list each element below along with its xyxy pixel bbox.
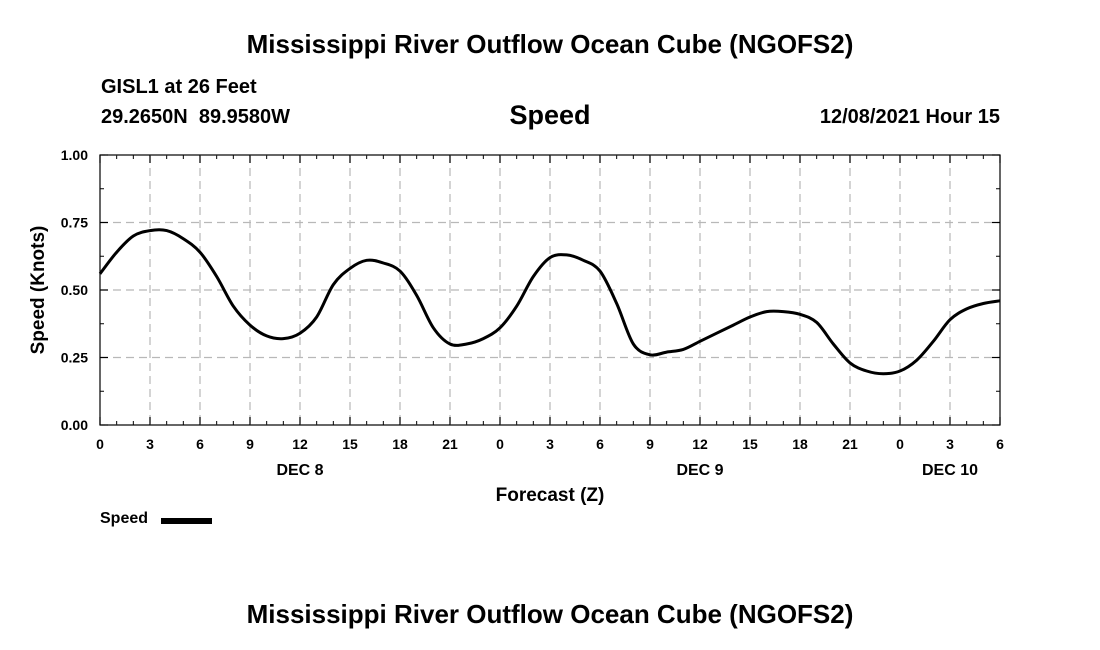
x-tick-label: 6	[196, 436, 204, 452]
x-tick-label: 9	[246, 436, 254, 452]
timestamp-label: 12/08/2021 Hour 15	[819, 106, 1000, 128]
y-tick-label: 0.50	[61, 282, 88, 298]
x-tick-label: 18	[792, 436, 808, 452]
x-tick-label: 0	[496, 436, 504, 452]
x-tick-label: 6	[596, 436, 604, 452]
legend-swatch	[161, 518, 212, 524]
x-tick-label: 0	[896, 436, 904, 452]
station-label: GISL1 at 26 Feet	[101, 76, 257, 98]
y-axis-label: Speed (Knots)	[28, 226, 49, 355]
page-title: Mississippi River Outflow Ocean Cube (NG…	[246, 29, 854, 59]
y-tick-label: 1.00	[61, 147, 88, 163]
y-tick-label: 0.75	[61, 215, 88, 231]
x-tick-label: 21	[842, 436, 858, 452]
tick-labels: 0 3 6 9 12 15 18 21 0 3 6 9 12 15 18 21 0 3 6 0.00 0.25 0.50 0…	[61, 147, 1004, 479]
x-tick-label: 0	[96, 436, 104, 452]
x-tick-label: 3	[946, 436, 954, 452]
date-label: DEC 8	[276, 462, 323, 479]
y-tick-label: 0.00	[61, 417, 88, 433]
x-tick-label: 3	[546, 436, 554, 452]
chart-title: Speed	[509, 100, 591, 130]
series-line-speed	[98, 228, 1001, 376]
x-tick-label: 12	[692, 436, 708, 452]
x-tick-label: 9	[646, 436, 654, 452]
x-axis-label: Forecast (Z)	[496, 485, 605, 506]
legend-label: Speed	[100, 510, 149, 527]
y-tick-label: 0.25	[61, 350, 88, 366]
x-tick-label: 15	[742, 436, 758, 452]
x-tick-label: 3	[146, 436, 154, 452]
footer-title: Mississippi River Outflow Ocean Cube (NG…	[246, 599, 854, 629]
date-label: DEC 10	[922, 462, 978, 479]
grid	[100, 155, 1000, 425]
x-tick-label: 6	[996, 436, 1004, 452]
plot-frame	[99, 154, 1001, 426]
series	[98, 228, 1001, 376]
x-tick-label: 21	[442, 436, 458, 452]
x-tick-label: 18	[392, 436, 408, 452]
date-label: DEC 9	[676, 462, 723, 479]
x-tick-label: 12	[292, 436, 308, 452]
x-tick-label: 15	[342, 436, 358, 452]
coordinates-label: 29.2650N 89.9580W	[101, 106, 291, 128]
